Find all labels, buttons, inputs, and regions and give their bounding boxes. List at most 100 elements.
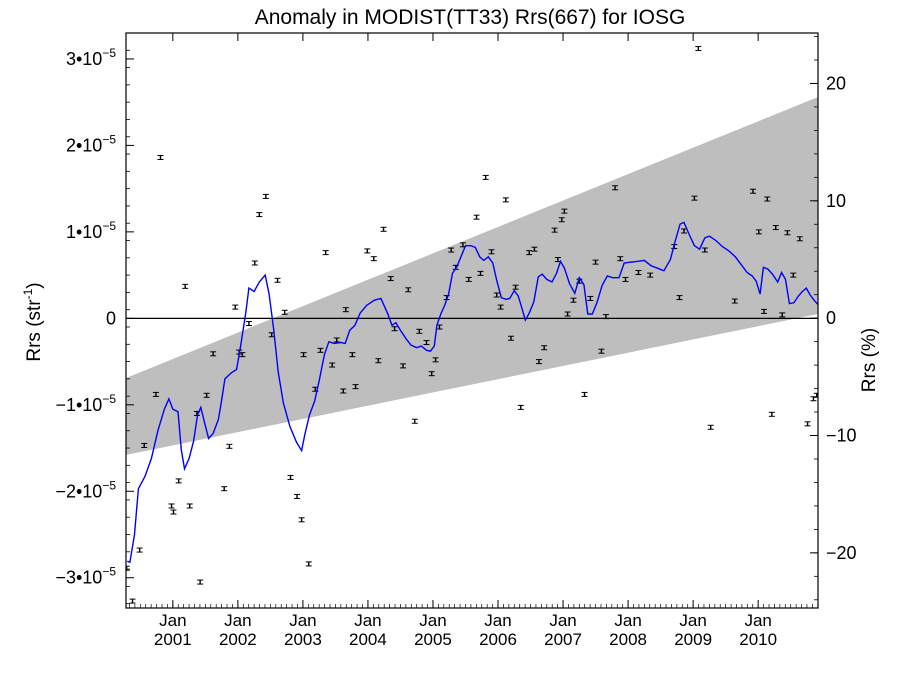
data-point [531,246,538,252]
x-axis-year-label: 2006 [479,630,517,649]
left-axis-title-superscript: -1 [21,288,35,299]
data-point [251,260,258,266]
data-point [317,347,324,353]
x-axis-month-label: Jan [679,611,706,630]
data-point [570,297,577,303]
data-point [508,335,515,341]
data-point [598,348,605,354]
data-point [755,229,762,235]
data-point [691,195,698,201]
data-point [428,371,435,377]
data-point [170,509,177,515]
chart-title: Anomaly in MODIST(TT33) Rrs(667) for IOS… [255,6,686,29]
data-point [477,270,484,276]
data-point [561,208,568,214]
data-point [329,362,336,368]
data-point [294,493,301,499]
data-point [465,276,472,282]
data-point [497,304,504,310]
data-point [551,227,558,233]
data-point [340,388,347,394]
data-point [186,503,193,509]
data-point [322,250,329,256]
left-y-axis: −3•10−5−2•10−5−1•10−501•10−52•10−53•10−5 [55,46,134,605]
data-point [796,236,803,242]
left-tick-mantissa: −2•10 [55,481,102,501]
data-point [581,391,588,397]
right-axis-tick-label: 20 [826,73,846,93]
x-axis-month-label: Jan [289,611,316,630]
x-axis-year-label: 2003 [284,630,322,649]
data-point [232,304,239,310]
data-point [772,225,779,231]
left-axis-title: Rrs (str-1) [21,282,45,361]
left-axis-tick-label: −3•10−5 [55,565,116,588]
smoothed-anomaly-line [127,221,818,564]
data-point [274,277,281,283]
left-tick-exponent: −5 [102,478,116,492]
right-axis-tick-label: 0 [826,308,836,328]
data-point [262,193,269,199]
right-axis-tick-label: 10 [826,191,846,211]
data-point [622,276,629,282]
left-axis-tick-label: 0 [106,308,116,328]
data-point [502,197,509,203]
x-axis-month-label: Jan [614,611,641,630]
data-point [558,217,565,223]
data-point [707,424,714,430]
data-point [587,295,594,301]
plot-area [125,32,819,609]
data-point [245,321,252,327]
data-point [256,212,263,218]
data-point [749,188,756,194]
data-point [790,272,797,278]
x-axis-month-label: Jan [159,611,186,630]
data-point [136,547,143,553]
x-axis: Jan2001Jan2002Jan2003Jan2004Jan2005Jan20… [129,33,819,649]
left-axis-tick-label: 1•10−5 [66,219,116,242]
data-point [701,247,708,253]
data-point [221,486,228,492]
data-point [210,351,217,357]
data-point [281,309,288,315]
data-point [411,418,418,424]
data-point [168,503,175,509]
data-point [512,284,519,290]
right-axis-tick-label: −10 [826,426,857,446]
data-point [342,307,349,313]
data-point [647,272,654,278]
right-axis-title: Rrs (%) [859,328,880,392]
data-point [602,314,609,320]
left-tick-mantissa: −3•10 [55,568,102,588]
left-tick-exponent: −5 [102,132,116,146]
left-tick-mantissa: 1•10 [66,222,102,242]
data-point [226,443,233,449]
data-point [391,326,398,332]
data-point [768,411,775,417]
data-point [784,230,791,236]
data-point [695,46,702,52]
data-point [182,283,189,289]
data-point [387,276,394,282]
data-point [298,517,305,523]
left-axis-tick-label: 3•10−5 [66,46,116,69]
x-axis-month-label: Jan [354,611,381,630]
x-axis-year-label: 2007 [544,630,582,649]
left-tick-mantissa: 3•10 [66,49,102,69]
data-point [517,404,524,410]
data-point [305,561,312,567]
x-axis-year-label: 2002 [219,630,257,649]
data-point [416,328,423,334]
left-axis-tick-label: 2•10−5 [66,132,116,155]
left-tick-mantissa: 2•10 [66,135,102,155]
plot-inner [126,46,818,604]
data-point [804,421,811,427]
left-axis-tick-label: −1•10−5 [55,392,116,415]
data-point [482,174,489,180]
data-point [157,155,164,161]
data-point [813,392,818,398]
data-point [370,256,377,262]
left-tick-exponent: −5 [102,392,116,406]
data-point [432,357,439,363]
